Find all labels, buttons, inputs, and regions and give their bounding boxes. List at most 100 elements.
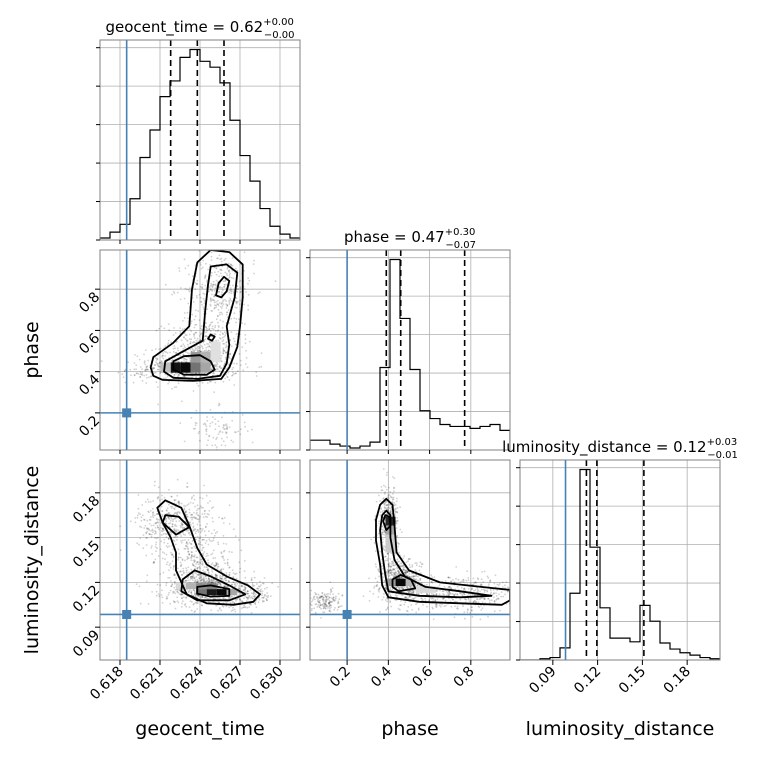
sample-point xyxy=(373,587,375,589)
sample-point xyxy=(422,599,424,601)
sample-point xyxy=(209,425,211,427)
sample-point xyxy=(408,590,411,593)
sample-point xyxy=(408,558,410,560)
hist-panel-phase: phase = 0.47+0.30 −0.07 xyxy=(306,227,511,451)
sample-point xyxy=(385,573,388,576)
sample-point xyxy=(405,561,408,563)
sample-point xyxy=(161,510,164,512)
sample-point xyxy=(206,580,208,583)
sample-point xyxy=(200,576,202,578)
sample-point xyxy=(208,327,211,330)
sample-point xyxy=(192,390,195,392)
sample-point xyxy=(167,342,170,345)
sample-point xyxy=(167,382,170,385)
sample-point xyxy=(191,347,194,350)
sample-point xyxy=(211,517,214,519)
sample-point xyxy=(384,501,387,503)
sample-point xyxy=(238,592,241,594)
sample-point xyxy=(202,306,205,308)
sample-point xyxy=(383,506,386,508)
sample-point xyxy=(387,565,390,567)
sample-point xyxy=(182,572,185,575)
sample-point xyxy=(192,333,195,336)
sample-point xyxy=(212,299,215,302)
sample-point xyxy=(233,340,236,343)
sample-point xyxy=(178,520,181,522)
sample-point xyxy=(474,581,477,583)
sample-point xyxy=(187,515,189,518)
sample-point xyxy=(186,343,189,346)
sample-point xyxy=(274,280,277,283)
sample-point xyxy=(459,581,462,584)
sample-point xyxy=(183,345,186,347)
sample-point xyxy=(213,307,216,309)
sample-point xyxy=(378,575,380,578)
sample-point xyxy=(512,593,514,595)
sample-point xyxy=(420,563,423,565)
sample-point xyxy=(389,511,392,513)
sample-point xyxy=(397,569,400,572)
sample-point xyxy=(429,596,432,599)
sample-point xyxy=(208,324,211,327)
sample-point xyxy=(456,607,458,610)
sample-point xyxy=(211,540,213,543)
sample-point xyxy=(476,591,479,593)
sample-point xyxy=(183,604,186,606)
sample-point xyxy=(155,517,158,520)
sample-point xyxy=(222,597,225,600)
sample-point xyxy=(206,279,209,282)
sample-point xyxy=(178,501,181,504)
sample-point xyxy=(244,323,246,325)
sample-point xyxy=(154,530,157,533)
title-minus: −0.00 xyxy=(264,30,295,41)
sample-point xyxy=(251,441,254,444)
sample-point xyxy=(232,581,235,584)
sample-point xyxy=(216,299,219,302)
sample-point xyxy=(455,566,458,568)
sample-point xyxy=(161,602,164,604)
sample-point xyxy=(136,514,139,517)
sample-point xyxy=(233,317,236,320)
sample-point xyxy=(326,598,329,601)
sample-point xyxy=(220,569,223,572)
sample-point xyxy=(171,358,174,361)
sample-point xyxy=(492,596,495,599)
sample-point xyxy=(399,586,402,589)
sample-point xyxy=(157,526,160,529)
sample-point xyxy=(411,575,413,578)
sample-point xyxy=(247,592,250,595)
sample-point xyxy=(165,582,168,584)
sample-point xyxy=(493,600,496,602)
sample-point xyxy=(495,598,498,601)
sample-point xyxy=(392,562,395,565)
sample-point xyxy=(463,587,466,590)
sample-point xyxy=(415,611,418,614)
sample-point xyxy=(209,581,212,584)
sample-point xyxy=(409,586,412,588)
sample-point xyxy=(218,582,221,585)
sample-point xyxy=(228,580,230,583)
sample-point xyxy=(400,565,403,567)
sample-point xyxy=(228,606,231,609)
sample-point xyxy=(408,595,411,598)
sample-point xyxy=(391,574,394,576)
sample-point xyxy=(154,357,157,359)
sample-point xyxy=(399,604,401,607)
sample-point xyxy=(254,596,256,599)
sample-point xyxy=(250,577,253,579)
sample-point xyxy=(157,496,160,499)
sample-point xyxy=(214,418,217,421)
sample-point xyxy=(203,512,206,515)
sample-point xyxy=(385,504,388,507)
sample-point xyxy=(475,581,478,584)
sample-point xyxy=(181,523,184,526)
sample-point xyxy=(435,604,438,607)
sample-point xyxy=(183,332,186,335)
sample-point xyxy=(215,339,218,342)
sample-point xyxy=(227,564,229,567)
density-cell xyxy=(385,534,396,553)
sample-point xyxy=(185,596,188,598)
sample-point xyxy=(255,606,258,609)
sample-point xyxy=(239,588,242,591)
sample-point xyxy=(201,604,204,607)
